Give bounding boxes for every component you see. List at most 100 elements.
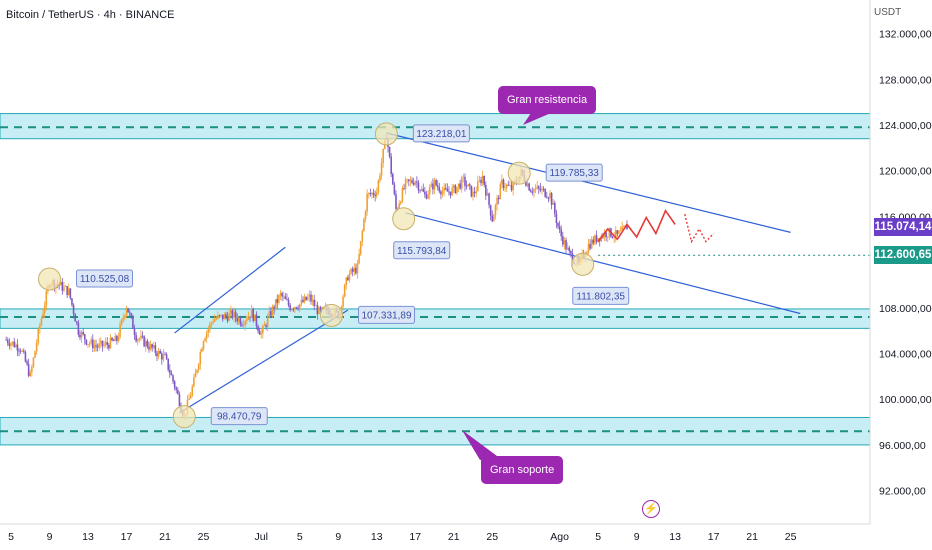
candle-body [570, 250, 572, 254]
candle-body [202, 341, 205, 350]
candle [77, 320, 80, 338]
candle-body [82, 332, 84, 335]
candle [459, 179, 461, 190]
candle [377, 179, 380, 195]
candle-body [444, 187, 447, 189]
candle [404, 176, 407, 195]
candle [308, 290, 311, 303]
candle [204, 336, 206, 342]
candle-body [231, 310, 234, 318]
candle-body [135, 335, 137, 342]
candle [563, 237, 566, 250]
candle [21, 349, 24, 352]
candle-body [205, 332, 208, 339]
candle [191, 384, 194, 398]
candle-body [318, 307, 320, 315]
candle [316, 301, 319, 320]
candle-body [401, 188, 404, 202]
candle [468, 182, 471, 190]
candle [197, 362, 200, 373]
candle [311, 294, 314, 306]
candle-body [351, 268, 354, 272]
candle [43, 301, 46, 319]
candle [545, 191, 548, 199]
lightning-icon[interactable]: ⚡ [642, 500, 660, 518]
candle [173, 379, 176, 391]
candle [63, 281, 65, 293]
pivot-labels: 110.525,08 98.470,79 107.331,89 123.218,01 1… [76, 124, 630, 426]
candle-body [545, 196, 548, 198]
candle-body [472, 191, 474, 197]
candle [266, 313, 269, 332]
candle [92, 334, 94, 353]
candle [5, 336, 7, 341]
candle-body [533, 189, 535, 193]
candle-body [40, 318, 43, 325]
candle [178, 391, 181, 409]
candle [485, 181, 487, 201]
candle-body [364, 211, 367, 220]
candle [587, 238, 590, 255]
candle-body [321, 307, 324, 310]
candle-body [148, 346, 150, 350]
candle [432, 178, 434, 195]
candle [420, 185, 423, 192]
currency-label: USDT [874, 7, 902, 18]
candle-body [274, 299, 277, 310]
candle [554, 200, 556, 218]
candle [265, 323, 267, 330]
candle [560, 225, 563, 241]
candle [218, 314, 221, 318]
candle-body [64, 286, 67, 287]
candle-body [614, 230, 617, 237]
pivot-label-box [572, 286, 630, 305]
candle [592, 236, 595, 246]
price-tick-label: 128.000,00 [879, 74, 932, 86]
candle-body [369, 193, 372, 195]
price-tick-label: 104.000,00 [879, 349, 932, 361]
candle-body [164, 354, 166, 356]
candle [226, 311, 229, 324]
pivot-circle [172, 405, 196, 429]
candle-body [446, 188, 449, 192]
candle [403, 183, 405, 191]
candle [19, 348, 22, 355]
candle-body [96, 346, 99, 348]
candle-body [509, 185, 511, 187]
candle [108, 342, 110, 351]
candle [202, 340, 205, 352]
candle [241, 321, 243, 328]
candle-body [345, 277, 348, 285]
pivot-label: 123.218,01 [416, 129, 466, 140]
candle [435, 178, 437, 187]
candle-body [282, 296, 285, 298]
candle [364, 209, 367, 223]
candle [422, 183, 425, 193]
candle-body [292, 308, 295, 310]
ascending-channel-line-1 [174, 246, 286, 334]
candle [613, 231, 615, 244]
candle-body [241, 324, 243, 326]
candle [120, 318, 123, 327]
candle-body [619, 230, 622, 232]
candle-body [160, 353, 163, 360]
candle [436, 180, 439, 191]
candle-body [247, 316, 250, 320]
candle-body [74, 314, 76, 322]
candle-body [316, 305, 319, 315]
candle-body [130, 313, 133, 317]
candle-body [622, 226, 625, 228]
candle [292, 307, 295, 313]
candle [26, 359, 28, 367]
candle [281, 291, 283, 302]
candle [350, 267, 352, 275]
candle-body [67, 288, 70, 295]
candle-body [416, 181, 418, 183]
candle-body [485, 184, 487, 196]
candle-body [496, 197, 498, 206]
candle-body [477, 181, 479, 192]
candle-body [374, 194, 376, 197]
candle-body [420, 188, 423, 191]
candle [252, 307, 255, 323]
